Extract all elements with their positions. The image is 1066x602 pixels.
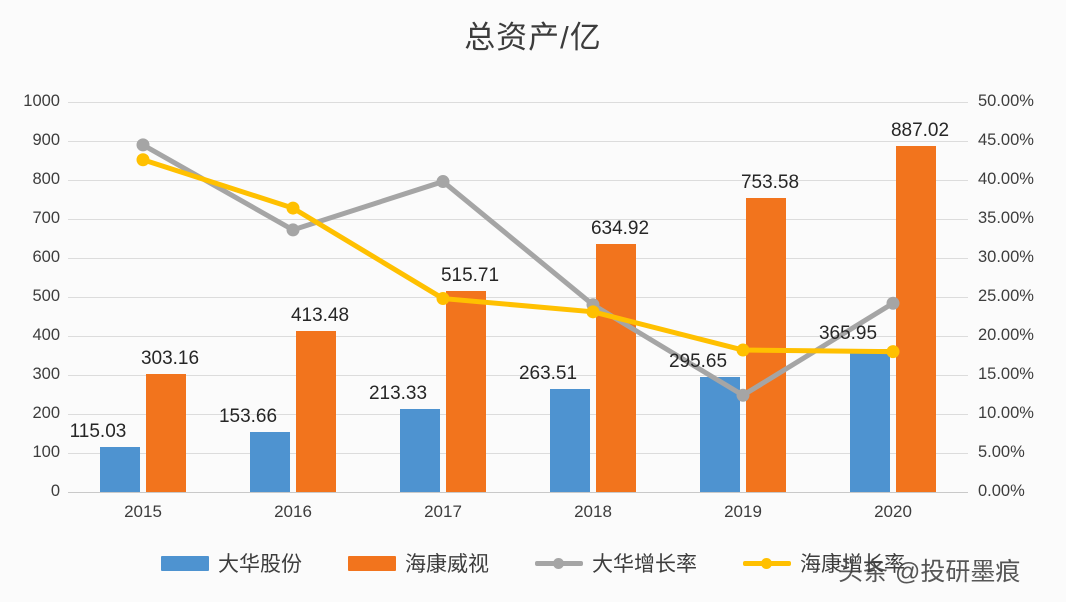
y-axis-right-tick: 20.00% (978, 326, 1034, 344)
bar-hikvision (896, 146, 936, 492)
y-axis-left-tick: 0 (50, 482, 60, 500)
bar-hikvision (446, 290, 486, 492)
bar-dahua (400, 408, 440, 492)
bar-dahua (100, 447, 140, 492)
bar-value-label: 365.95 (818, 323, 878, 345)
y-axis-right-tick: 40.00% (978, 170, 1034, 188)
legend-label: 海康威视 (405, 553, 489, 576)
gridline (68, 453, 968, 454)
line-series-container (136, 138, 900, 402)
x-axis-tick: 2016 (274, 502, 312, 521)
y-axis-left-tick: 600 (32, 248, 60, 266)
bar-value-label: 515.71 (440, 264, 500, 286)
bar-value-label: 295.65 (668, 350, 728, 372)
y-axis-left-tick: 900 (32, 131, 60, 149)
line-marker (736, 388, 750, 402)
legend-swatch-icon (161, 555, 209, 571)
y-axis-left-tick: 500 (32, 287, 60, 305)
y-axis-right-tick: 45.00% (978, 131, 1034, 149)
bar-value-label: 413.48 (290, 304, 350, 326)
bar-value-label: 213.33 (368, 382, 428, 404)
y-axis-right-tick: 50.00% (978, 92, 1034, 110)
gridline (68, 414, 968, 415)
line-marker (886, 345, 900, 359)
x-axis-tick: 2019 (724, 502, 762, 521)
line-marker (136, 153, 150, 167)
plot-area (68, 102, 968, 493)
legend-line-marker (553, 558, 564, 569)
y-axis-right-tick: 30.00% (978, 248, 1034, 266)
y-axis-left-tick: 300 (32, 365, 60, 383)
legend-label: 大华股份 (218, 553, 302, 576)
line-hikvision-growth (140, 157, 896, 355)
legend-label: 大华增长率 (592, 553, 697, 576)
bar-dahua (250, 432, 290, 492)
legend-item-0[interactable]: 大华股份 (161, 548, 302, 578)
gridline (68, 102, 968, 103)
bar-value-label: 753.58 (740, 172, 800, 194)
bar-dahua (700, 376, 740, 492)
y-axis-left-tick: 400 (32, 326, 60, 344)
y-axis-right-tick: 35.00% (978, 209, 1034, 227)
bar-value-label: 263.51 (518, 363, 578, 385)
x-axis-tick: 2020 (874, 502, 912, 521)
gridline (68, 258, 968, 259)
line-marker (736, 343, 750, 357)
legend-line-marker (761, 558, 772, 569)
bar-value-label: 115.03 (69, 421, 127, 443)
bar-dahua (550, 389, 590, 492)
line-marker (436, 175, 450, 189)
gridline (68, 375, 968, 376)
legend-swatch-icon (348, 555, 396, 571)
y-axis-right-tick: 0.00% (978, 482, 1025, 500)
y-axis-right-tick: 5.00% (978, 443, 1025, 461)
y-axis-left-tick: 800 (32, 170, 60, 188)
legend-item-1[interactable]: 海康威视 (348, 548, 489, 578)
y-axis-left-tick: 200 (32, 404, 60, 422)
legend-line-icon (743, 555, 791, 571)
bar-dahua (850, 349, 890, 492)
chart-legend: 大华股份 海康威视 大华增长率 海康增长率 (0, 548, 1066, 578)
line-dahua-growth (140, 142, 896, 398)
gridline (68, 219, 968, 220)
y-axis-left-tick: 700 (32, 209, 60, 227)
bar-hikvision (146, 373, 186, 492)
x-axis-tick: 2018 (574, 502, 612, 521)
line-marker (286, 223, 300, 237)
bar-value-label: 303.16 (140, 347, 200, 369)
bar-value-label: 153.66 (218, 406, 278, 428)
watermark: 头条 @投研墨痕 (838, 558, 1021, 586)
line-marker (586, 305, 600, 319)
legend-item-2[interactable]: 大华增长率 (535, 548, 697, 578)
legend-label: 海康增长率 (800, 553, 905, 576)
line-marker (286, 201, 300, 215)
chart-title: 总资产/亿 (464, 20, 602, 55)
legend-line-icon (535, 555, 583, 571)
line-marker (436, 292, 450, 306)
bar-value-label: 634.92 (590, 218, 650, 240)
gridline (68, 336, 968, 337)
y-axis-left-tick: 100 (32, 443, 60, 461)
y-axis-right-tick: 15.00% (978, 365, 1034, 383)
bar-hikvision (596, 244, 636, 492)
line-marker (136, 138, 150, 152)
y-axis-right-tick: 10.00% (978, 404, 1034, 422)
gridline (68, 180, 968, 181)
bar-value-label: 887.02 (890, 120, 950, 142)
gridline (68, 297, 968, 298)
bar-hikvision (296, 330, 336, 492)
x-axis-tick: 2015 (124, 502, 162, 521)
bar-hikvision (746, 198, 786, 492)
y-axis-right-tick: 25.00% (978, 287, 1034, 305)
line-marker (886, 296, 900, 310)
legend-item-3[interactable]: 海康增长率 (743, 548, 905, 578)
gridline (68, 141, 968, 142)
axis-baseline (68, 492, 968, 493)
y-axis-left-tick: 1000 (23, 92, 60, 110)
x-axis-tick: 2017 (424, 502, 462, 521)
